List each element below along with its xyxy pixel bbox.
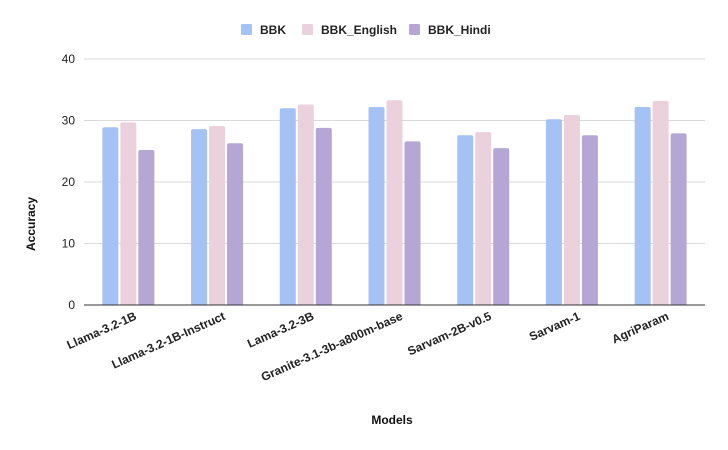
- bar-bbk-english: [120, 122, 137, 305]
- legend-label: BBK_Hindi: [428, 23, 491, 37]
- bar-bbk-hindi: [315, 127, 332, 305]
- y-tick-label: 40: [62, 52, 76, 66]
- y-tick-label: 0: [68, 298, 75, 312]
- bar-bbk-english: [652, 100, 669, 305]
- x-tick-label: Granite-3.1-3b-a800m-base: [259, 309, 405, 384]
- bar-bbk: [634, 106, 651, 305]
- bar-bbk: [457, 135, 474, 305]
- bar-bbk-hindi: [404, 141, 421, 305]
- bar-bbk: [368, 106, 385, 305]
- bar-bbk-hindi: [581, 135, 598, 305]
- legend-label: BBK: [260, 23, 286, 37]
- bar-bbk: [545, 119, 562, 306]
- x-tick-label: Sarvam-1: [527, 309, 582, 344]
- bars: [102, 100, 687, 306]
- bar-bbk-english: [297, 104, 314, 305]
- bar-bbk: [102, 127, 119, 305]
- bar-bbk-hindi: [670, 133, 687, 305]
- y-tick-label: 10: [62, 237, 76, 251]
- bar-bbk-hindi: [493, 148, 510, 305]
- bar-bbk-english: [386, 100, 403, 305]
- bar-bbk: [279, 108, 296, 305]
- y-tick-label: 20: [62, 175, 76, 189]
- bar-bbk-english: [475, 132, 492, 305]
- legend: BBK BBK_English BBK_Hindi: [241, 23, 491, 37]
- x-axis-title: Models: [371, 413, 413, 427]
- y-axis-ticks: 0 10 20 30 40: [62, 52, 76, 312]
- x-tick-label: Lama-3.2-3B: [245, 309, 316, 351]
- x-tick-label: Llama-3.2-1B: [65, 309, 139, 352]
- legend-swatch: [241, 24, 252, 35]
- legend-swatch: [302, 24, 313, 35]
- bar-bbk-hindi: [227, 143, 244, 305]
- bar-bbk-hindi: [138, 150, 155, 305]
- y-axis-title: Accuracy: [24, 197, 38, 251]
- x-tick-label: Sarvam-2B-v0.5: [405, 309, 493, 359]
- y-tick-label: 30: [62, 114, 76, 128]
- x-tick-label: AgriParam: [610, 309, 671, 346]
- legend-label: BBK_English: [321, 23, 397, 37]
- bar-bbk-english: [209, 126, 226, 305]
- legend-swatch: [409, 24, 420, 35]
- bar-bbk-english: [563, 114, 580, 305]
- bar-bbk: [191, 129, 208, 305]
